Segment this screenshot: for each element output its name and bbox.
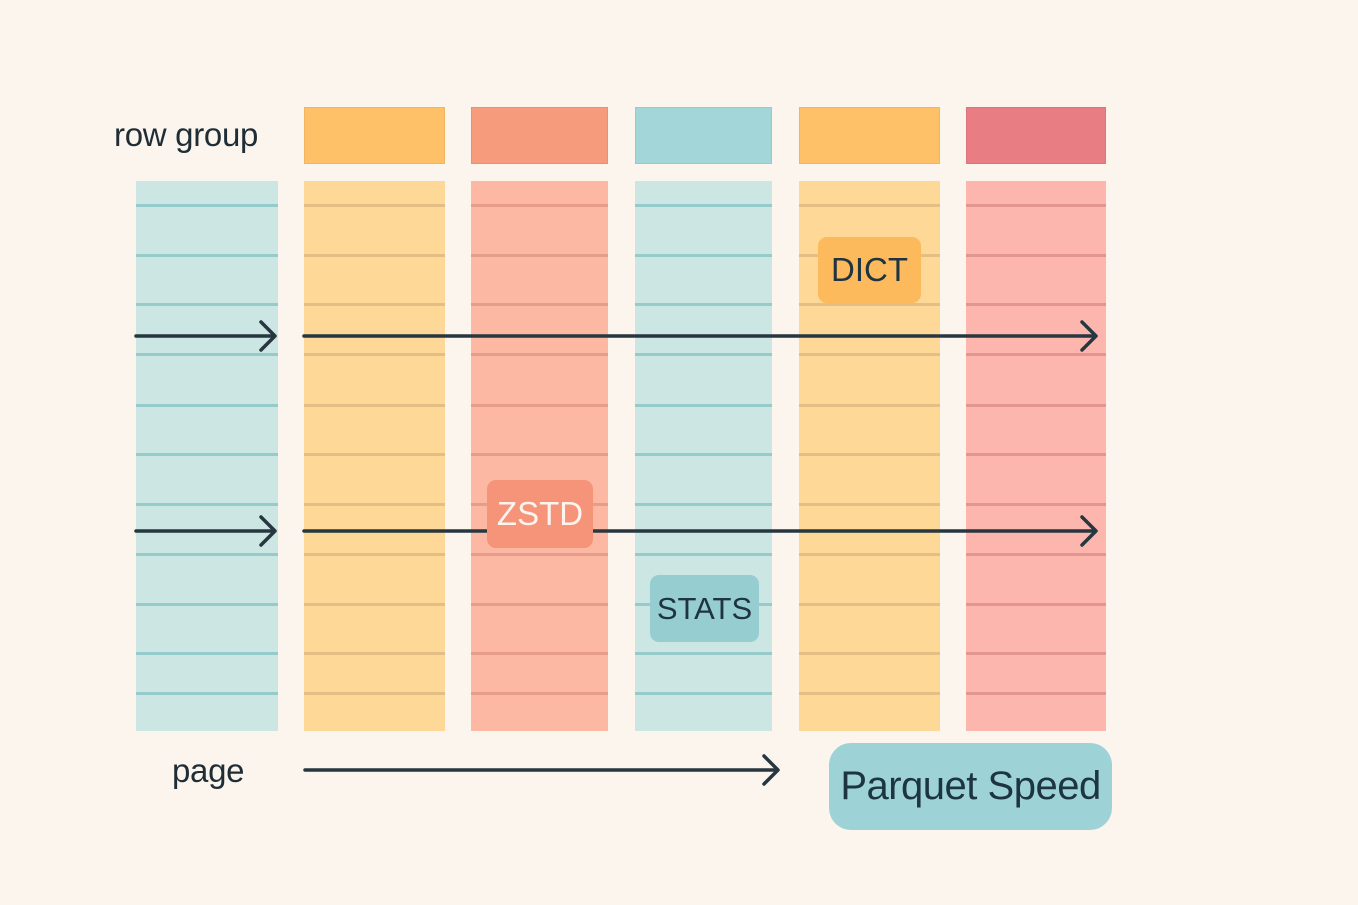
page-divider xyxy=(799,603,940,606)
page-divider xyxy=(966,353,1106,356)
column-chunk-2 xyxy=(304,181,445,731)
page-divider xyxy=(471,204,608,207)
page-label: page xyxy=(172,752,245,789)
page-divider xyxy=(966,603,1106,606)
page-divider xyxy=(635,404,772,407)
page-divider xyxy=(136,353,278,356)
page-divider xyxy=(799,353,940,356)
page-divider xyxy=(304,204,445,207)
page-divider xyxy=(635,254,772,257)
page-divider xyxy=(136,404,278,407)
page-divider xyxy=(799,204,940,207)
page-divider xyxy=(136,692,278,695)
page-divider xyxy=(799,692,940,695)
row-group-header-4 xyxy=(635,107,772,164)
page-divider xyxy=(966,553,1106,556)
page-divider xyxy=(635,303,772,306)
page-divider xyxy=(799,303,940,306)
page-divider xyxy=(304,303,445,306)
page-divider xyxy=(471,652,608,655)
page-divider xyxy=(635,503,772,506)
page-divider xyxy=(136,303,278,306)
page-divider xyxy=(304,453,445,456)
page-divider xyxy=(304,404,445,407)
column-chunk-6 xyxy=(966,181,1106,731)
page-divider xyxy=(966,204,1106,207)
page-divider xyxy=(799,652,940,655)
page-divider xyxy=(799,453,940,456)
page-divider xyxy=(799,553,940,556)
page-divider xyxy=(136,553,278,556)
page-divider xyxy=(471,404,608,407)
page-divider xyxy=(635,553,772,556)
page-divider xyxy=(304,503,445,506)
page-divider xyxy=(471,603,608,606)
column-chunk-4 xyxy=(635,181,772,731)
page-divider xyxy=(136,453,278,456)
column-chunk-1 xyxy=(136,181,278,731)
page-arrow xyxy=(303,754,780,786)
page-divider xyxy=(799,503,940,506)
page-divider xyxy=(966,303,1106,306)
page-divider xyxy=(304,254,445,257)
page-divider xyxy=(966,404,1106,407)
page-divider xyxy=(304,353,445,356)
dict-badge: DICT xyxy=(818,237,921,303)
page-divider xyxy=(136,204,278,207)
column-chunk-3 xyxy=(471,181,608,731)
page-divider xyxy=(471,453,608,456)
page-divider xyxy=(635,453,772,456)
row-group-header-3 xyxy=(471,107,608,164)
page-divider xyxy=(136,652,278,655)
stats-badge: STATS xyxy=(650,575,759,642)
page-divider xyxy=(635,353,772,356)
page-divider xyxy=(471,553,608,556)
page-divider xyxy=(966,254,1106,257)
page-divider xyxy=(136,503,278,506)
page-divider xyxy=(471,254,608,257)
page-divider xyxy=(471,353,608,356)
page-divider xyxy=(966,652,1106,655)
page-divider xyxy=(304,553,445,556)
page-divider xyxy=(471,692,608,695)
page-divider xyxy=(304,603,445,606)
page-divider xyxy=(136,603,278,606)
page-divider xyxy=(966,692,1106,695)
row-group-header-6 xyxy=(966,107,1106,164)
page-divider xyxy=(304,652,445,655)
page-divider xyxy=(136,254,278,257)
page-divider xyxy=(966,503,1106,506)
zstd-badge: ZSTD xyxy=(487,480,593,548)
row-group-header-2 xyxy=(304,107,445,164)
page-divider xyxy=(799,404,940,407)
page-divider xyxy=(635,692,772,695)
page-divider xyxy=(304,692,445,695)
page-divider xyxy=(635,652,772,655)
page-divider xyxy=(966,453,1106,456)
row-group-header-5 xyxy=(799,107,940,164)
title-badge: Parquet Speed xyxy=(829,743,1112,830)
page-divider xyxy=(635,204,772,207)
page-divider xyxy=(471,303,608,306)
row-group-label: row group xyxy=(114,116,259,153)
